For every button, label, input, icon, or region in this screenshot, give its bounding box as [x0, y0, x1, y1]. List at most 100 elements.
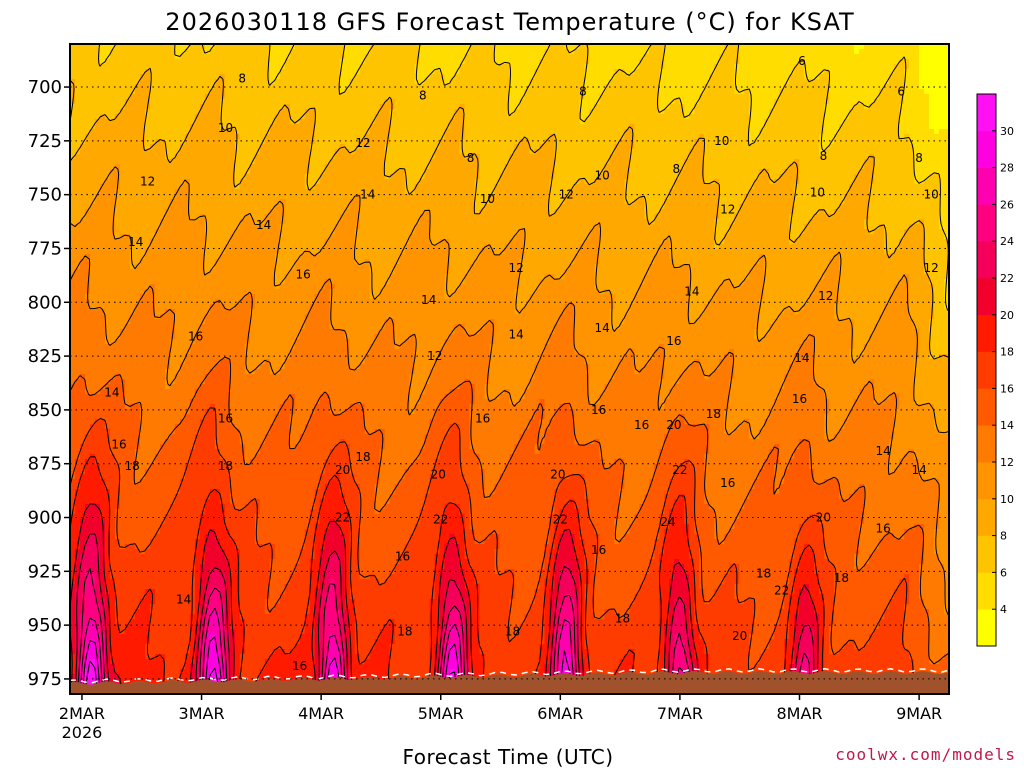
field-cell [924, 119, 930, 125]
field-cell [589, 124, 595, 130]
field-cell [569, 129, 576, 135]
field-cell [669, 174, 675, 180]
field-cell [659, 119, 665, 125]
field-cell [574, 119, 581, 125]
field-cell [544, 109, 551, 115]
field-cell [914, 119, 920, 125]
field-cell [184, 89, 191, 95]
field-cell [494, 159, 501, 165]
field-cell [789, 134, 795, 140]
field-cell [749, 69, 755, 75]
field-cell [864, 89, 870, 95]
field-cell [349, 119, 356, 125]
field-cell [234, 109, 241, 115]
field-cell [739, 134, 745, 140]
field-cell [669, 79, 675, 85]
field-cell [399, 179, 406, 185]
field-cell [244, 184, 251, 190]
field-cell [159, 119, 166, 125]
field-cell [249, 79, 256, 85]
field-cell [214, 54, 221, 60]
field-cell [154, 89, 161, 95]
field-cell [209, 104, 216, 110]
field-cell [94, 134, 101, 140]
field-cell [644, 154, 650, 160]
field-cell [519, 99, 526, 105]
field-cell [834, 79, 840, 85]
field-cell [584, 99, 590, 105]
field-cell [619, 139, 625, 145]
field-cell [559, 154, 566, 160]
field-cell [554, 74, 561, 80]
field-cell [784, 94, 790, 100]
field-cell [429, 89, 436, 95]
field-cell [344, 109, 351, 115]
field-cell [414, 144, 421, 150]
field-cell [224, 139, 231, 145]
field-cell [364, 159, 371, 165]
field-cell [689, 94, 695, 100]
field-cell [704, 69, 710, 75]
field-cell [354, 49, 361, 55]
field-cell [914, 44, 920, 50]
field-cell [579, 49, 586, 55]
field-cell [419, 149, 426, 155]
field-cell [514, 124, 521, 130]
field-cell [619, 59, 625, 65]
field-cell [754, 144, 760, 150]
field-cell [739, 174, 745, 180]
field-cell [374, 109, 381, 115]
field-cell [134, 159, 141, 165]
field-cell [454, 159, 461, 165]
field-cell [584, 94, 590, 100]
field-cell [159, 89, 166, 95]
field-cell [284, 109, 291, 115]
field-cell [204, 54, 211, 60]
field-cell [549, 59, 556, 65]
field-cell [409, 124, 416, 130]
field-cell [789, 54, 795, 60]
field-cell [104, 64, 111, 70]
field-cell [739, 144, 745, 150]
field-cell [719, 164, 725, 170]
field-cell [509, 164, 516, 170]
field-cell [659, 79, 665, 85]
field-cell [239, 114, 246, 120]
field-cell [399, 74, 406, 80]
field-cell [79, 74, 86, 80]
field-cell [134, 109, 141, 115]
field-cell [334, 124, 341, 130]
field-cell [474, 149, 481, 155]
field-cell [594, 69, 600, 75]
field-cell [804, 119, 810, 125]
field-cell [939, 44, 945, 50]
field-cell [184, 64, 191, 70]
field-cell [814, 164, 820, 170]
field-cell [919, 174, 925, 180]
field-cell [439, 94, 446, 100]
field-cell [934, 149, 940, 155]
field-cell [914, 114, 920, 120]
field-cell [794, 104, 800, 110]
field-cell [149, 69, 156, 75]
field-cell [804, 159, 810, 165]
field-cell [724, 84, 730, 90]
field-cell [539, 179, 546, 185]
field-cell [759, 64, 765, 70]
field-cell [159, 124, 166, 130]
field-cell [304, 134, 311, 140]
field-cell [374, 64, 381, 70]
field-cell [329, 134, 336, 140]
field-cell [854, 54, 860, 60]
field-cell [579, 129, 586, 135]
field-cell [489, 174, 496, 180]
field-cell [779, 149, 785, 155]
field-cell [624, 94, 630, 100]
field-cell [214, 59, 221, 65]
field-cell [644, 169, 650, 175]
field-cell [824, 49, 830, 55]
field-cell [624, 84, 630, 90]
field-cell [809, 114, 815, 120]
field-cell [649, 49, 655, 55]
field-cell [729, 154, 735, 160]
